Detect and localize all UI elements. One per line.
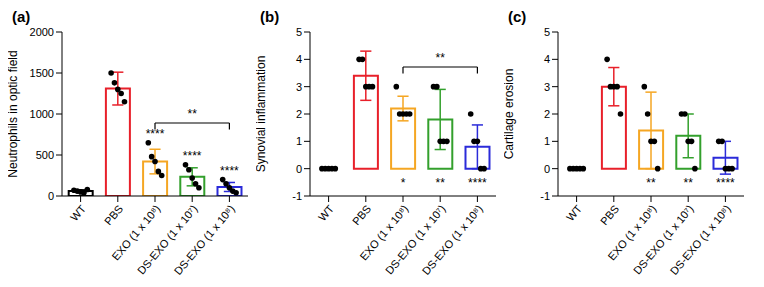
svg-text:1500: 1500 xyxy=(30,67,54,79)
svg-text:**: ** xyxy=(436,176,446,190)
svg-text:0: 0 xyxy=(544,163,550,175)
svg-text:WT: WT xyxy=(564,202,584,223)
svg-text:**: ** xyxy=(646,176,656,190)
svg-text:****: **** xyxy=(716,176,735,190)
svg-text:3: 3 xyxy=(296,81,302,93)
svg-text:4: 4 xyxy=(544,53,550,65)
svg-text:2: 2 xyxy=(296,108,302,120)
svg-text:Neutrophils in optic field: Neutrophils in optic field xyxy=(8,50,20,177)
svg-text:****: **** xyxy=(468,176,487,190)
svg-text:5: 5 xyxy=(544,26,550,38)
svg-text:0: 0 xyxy=(48,190,54,202)
svg-text:**: ** xyxy=(188,107,198,121)
svg-text:**: ** xyxy=(436,51,446,65)
svg-text:WT: WT xyxy=(68,202,88,223)
html-text:(a): (a) xyxy=(12,8,31,25)
svg-text:DS-EXO (1 x 10⁷): DS-EXO (1 x 10⁷) xyxy=(382,202,448,277)
svg-text:2000: 2000 xyxy=(30,26,54,38)
svg-text:1: 1 xyxy=(296,135,302,147)
svg-text:*: * xyxy=(401,176,406,190)
svg-text:WT: WT xyxy=(316,202,336,223)
svg-text:5: 5 xyxy=(296,26,302,38)
html-text:(c): (c) xyxy=(508,8,527,25)
svg-text:EXO (1 x 10⁸): EXO (1 x 10⁸) xyxy=(109,202,163,263)
svg-text:PBS: PBS xyxy=(102,203,125,228)
svg-text:****: **** xyxy=(220,164,239,178)
svg-text:-1: -1 xyxy=(292,190,302,202)
svg-text:3: 3 xyxy=(544,81,550,93)
svg-text:PBS: PBS xyxy=(350,203,373,228)
svg-text:****: **** xyxy=(146,127,165,141)
svg-text:Synovial inflammation: Synovial inflammation xyxy=(256,56,268,173)
svg-text:DS-EXO (1 x 10⁸): DS-EXO (1 x 10⁸) xyxy=(668,203,733,277)
svg-text:0: 0 xyxy=(296,163,302,175)
svg-text:EXO (1 x 10⁸): EXO (1 x 10⁸) xyxy=(357,202,411,263)
svg-text:PBS: PBS xyxy=(598,203,621,228)
svg-text:500: 500 xyxy=(36,149,54,161)
svg-text:Cartilage erosion: Cartilage erosion xyxy=(504,69,516,160)
svg-text:**: ** xyxy=(684,176,694,190)
svg-text:-1: -1 xyxy=(540,190,550,202)
html-text:(b): (b) xyxy=(260,8,280,25)
svg-text:1: 1 xyxy=(544,135,550,147)
svg-text:2: 2 xyxy=(544,108,550,120)
svg-text:EXO (1 x 10⁸): EXO (1 x 10⁸) xyxy=(605,202,659,263)
svg-text:1000: 1000 xyxy=(30,108,54,120)
svg-text:****: **** xyxy=(183,149,202,163)
svg-text:DS-EXO (1 x 10⁷): DS-EXO (1 x 10⁷) xyxy=(134,202,200,277)
svg-text:4: 4 xyxy=(296,53,302,65)
svg-text:DS-EXO (1 x 10⁷): DS-EXO (1 x 10⁷) xyxy=(630,202,696,277)
svg-text:DS-EXO (1 x 10⁸): DS-EXO (1 x 10⁸) xyxy=(172,203,237,277)
svg-text:DS-EXO (1 x 10⁸): DS-EXO (1 x 10⁸) xyxy=(420,203,485,277)
